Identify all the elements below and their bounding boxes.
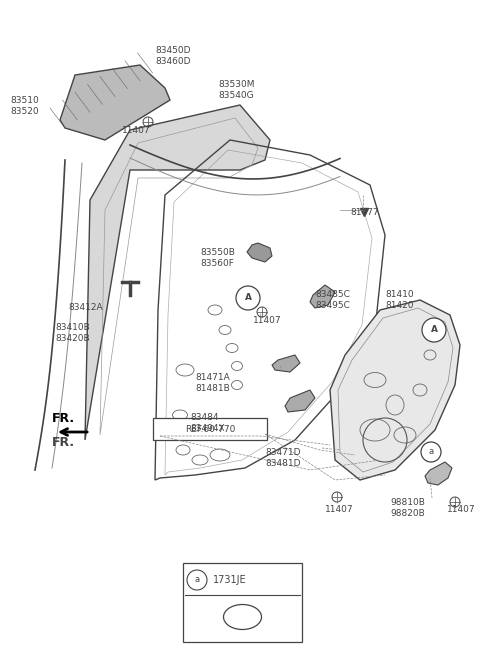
FancyBboxPatch shape [183, 563, 302, 642]
Text: 83530M
83540G: 83530M 83540G [218, 80, 254, 100]
Text: 83412A: 83412A [68, 303, 103, 312]
Text: 83485C
83495C: 83485C 83495C [315, 290, 350, 310]
Text: 1731JE: 1731JE [213, 575, 247, 585]
Polygon shape [247, 243, 272, 262]
Text: REF.60-770: REF.60-770 [185, 424, 235, 434]
Circle shape [236, 286, 260, 310]
Text: 81471A
81481B: 81471A 81481B [195, 373, 230, 393]
Text: 83471D
83481D: 83471D 83481D [265, 448, 300, 468]
Polygon shape [425, 462, 452, 485]
Text: 83410B
83420B: 83410B 83420B [55, 323, 90, 343]
Polygon shape [85, 105, 270, 440]
FancyBboxPatch shape [153, 418, 267, 440]
Text: 83550B
83560F: 83550B 83560F [200, 248, 235, 268]
Text: 81410
81420: 81410 81420 [385, 290, 414, 310]
Text: FR.: FR. [52, 436, 75, 449]
Polygon shape [60, 65, 170, 140]
Text: 83450D
83460D: 83450D 83460D [155, 46, 191, 66]
Polygon shape [272, 355, 300, 372]
Text: 83484
83494X: 83484 83494X [190, 413, 225, 433]
Text: 11407: 11407 [325, 505, 354, 514]
Text: a: a [429, 447, 433, 457]
Text: 11407: 11407 [253, 316, 282, 325]
Text: 81477: 81477 [350, 208, 379, 217]
Polygon shape [330, 300, 460, 480]
Text: A: A [244, 294, 252, 302]
Text: 11407: 11407 [122, 126, 151, 135]
Polygon shape [310, 285, 335, 308]
Circle shape [187, 570, 207, 590]
Circle shape [422, 318, 446, 342]
Text: FR.: FR. [52, 411, 75, 424]
Text: A: A [431, 325, 437, 334]
Text: 11407: 11407 [447, 505, 476, 514]
Circle shape [421, 442, 441, 462]
Text: a: a [194, 576, 200, 585]
Text: 98810B
98820B: 98810B 98820B [390, 498, 425, 518]
Polygon shape [285, 390, 315, 412]
Text: 83510
83520: 83510 83520 [10, 96, 39, 116]
